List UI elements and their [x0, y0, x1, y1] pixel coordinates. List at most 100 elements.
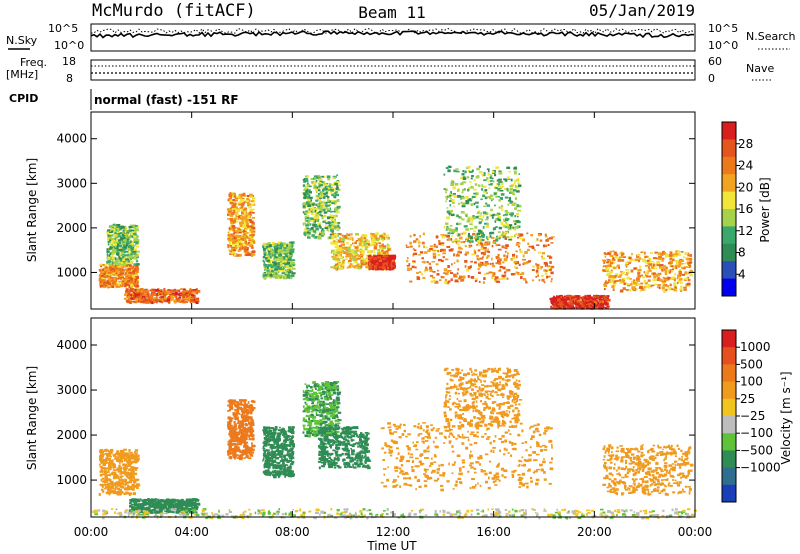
- power-echo-cell: [262, 274, 266, 277]
- power-echo-cell: [338, 253, 342, 257]
- power-echo-cell: [481, 184, 484, 188]
- power-echo-cell: [497, 189, 500, 192]
- power-echo-cell: [518, 204, 522, 208]
- power-echo-cell: [276, 246, 280, 249]
- power-echo-cell: [515, 266, 519, 269]
- power-echo-cell: [251, 254, 254, 257]
- power-echo-cell: [482, 247, 484, 251]
- power-echo-cell: [350, 244, 353, 246]
- power-echo-cell: [325, 206, 328, 209]
- power-echo-cell: [675, 288, 678, 290]
- power-echo-cell: [545, 270, 548, 272]
- power-echo-cell: [548, 256, 552, 259]
- power-echo-cell: [196, 292, 199, 295]
- power-echo-cell: [485, 265, 487, 267]
- power-echo-cell: [114, 267, 117, 270]
- power-echo-cell: [478, 244, 481, 247]
- power-echo-cell: [270, 250, 275, 253]
- power-echo-cell: [498, 199, 501, 202]
- freq-tick-high: 18: [62, 55, 76, 68]
- power-echo-cell: [238, 231, 242, 234]
- power-echo-cell: [513, 273, 516, 275]
- power-echo-cell: [227, 218, 230, 220]
- power-echo-cell: [105, 274, 107, 277]
- power-echo-cell: [336, 227, 340, 230]
- power-echo-cell: [471, 195, 476, 198]
- power-echo-cell: [127, 260, 131, 263]
- power-echo-cell: [333, 250, 337, 254]
- power-echo-cell: [651, 272, 654, 275]
- power-echo-cell: [359, 240, 362, 243]
- power-echo-cell: [103, 272, 106, 275]
- power-echo-cell: [130, 280, 133, 284]
- power-echo-cell: [490, 199, 493, 202]
- power-echo-cell: [274, 268, 278, 271]
- power-echo-cell: [343, 246, 348, 249]
- power-echo-cell: [431, 261, 435, 263]
- power-echo-cell: [250, 243, 252, 246]
- power-echo-cell: [453, 205, 455, 208]
- power-echo-cell: [682, 256, 685, 259]
- power-echo-cell: [668, 287, 673, 291]
- power-echo-cell: [335, 265, 338, 268]
- power-echo-cell: [509, 200, 513, 204]
- power-echo-cell: [684, 271, 687, 274]
- power-echo-cell: [231, 240, 235, 242]
- power-echo-cell: [175, 295, 178, 299]
- power-echo-cell: [265, 251, 268, 254]
- power-echo-cell: [107, 285, 110, 289]
- power-echo-cell: [311, 181, 314, 184]
- power-echo-cell: [135, 276, 138, 279]
- power-echo-cell: [518, 263, 521, 267]
- power-echo-cell: [557, 298, 561, 301]
- power-echo-cell: [244, 220, 249, 224]
- power-echo-cell: [114, 262, 119, 265]
- power-echo-cell: [450, 198, 452, 201]
- power-echo-cell: [322, 208, 326, 212]
- power-echo-cell: [105, 284, 108, 287]
- power-echo-cell: [509, 185, 514, 187]
- power-echo-cell: [377, 249, 380, 252]
- power-echo-cell: [687, 254, 690, 257]
- power-echo-cell: [495, 238, 499, 242]
- power-echo-cell: [632, 288, 634, 291]
- power-echo-cell: [568, 306, 571, 310]
- power-echo-cell: [467, 216, 472, 219]
- power-echo-cell: [416, 276, 420, 278]
- power-echo-cell: [111, 238, 115, 242]
- power-echo-cell: [371, 260, 376, 262]
- power-echo-cell: [510, 235, 514, 238]
- power-echo-cell: [127, 267, 131, 271]
- power-echo-cell: [678, 251, 680, 254]
- power-echo-cell: [346, 232, 348, 236]
- power-echo-cell: [186, 293, 190, 296]
- noise-tick-high-left: 10^5: [48, 22, 78, 35]
- power-echo-cell: [124, 283, 129, 287]
- power-echo-cell: [392, 263, 396, 266]
- power-echo-cell: [107, 260, 111, 262]
- power-echo-cell: [179, 293, 183, 296]
- power-echo-cell: [486, 222, 489, 226]
- power-echo-cell: [271, 259, 275, 262]
- power-echo-cell: [100, 271, 105, 274]
- power-echo-cell: [330, 191, 333, 195]
- power-echo-cell: [450, 213, 455, 216]
- power-echo-cell: [173, 293, 176, 297]
- power-echo-cell: [272, 271, 276, 274]
- power-echo-cell: [587, 297, 591, 300]
- power-echo-cell: [576, 297, 580, 301]
- power-echo-cell: [132, 224, 135, 228]
- power-echo-cell: [229, 250, 233, 253]
- power-echo-cell: [333, 224, 338, 227]
- power-echo-cell: [361, 234, 364, 236]
- power-echo-cell: [379, 264, 383, 267]
- power-echo-region: [367, 254, 397, 271]
- power-echo-data: [98, 165, 694, 310]
- power-echo-cell: [308, 202, 311, 205]
- power-echo-cell: [334, 243, 338, 246]
- power-echo-cell: [287, 264, 290, 266]
- power-echo-cell: [262, 256, 265, 259]
- power-echo-cell: [237, 218, 241, 221]
- power-echo-cell: [131, 276, 133, 278]
- power-echo-cell: [475, 194, 477, 197]
